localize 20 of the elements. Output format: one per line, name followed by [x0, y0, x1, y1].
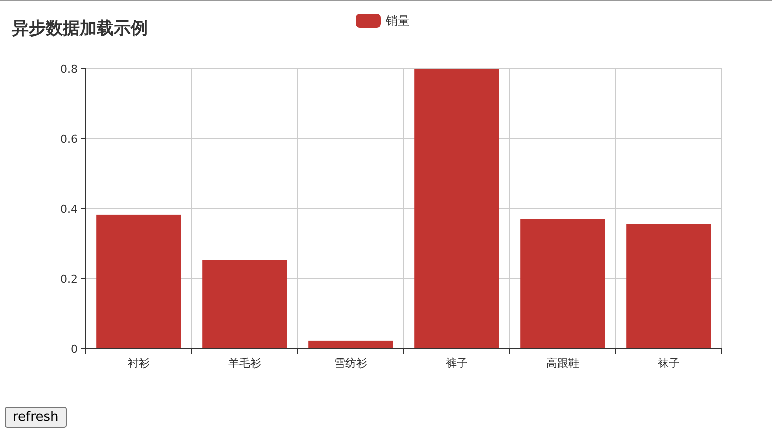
x-tick-label: 高跟鞋 — [546, 357, 580, 370]
x-tick-label: 衬衫 — [128, 357, 150, 370]
x-tick-label: 裤子 — [446, 357, 468, 370]
bar — [202, 260, 288, 349]
y-tick-label: 0.2 — [60, 272, 78, 286]
bar — [308, 340, 394, 349]
refresh-button: refresh — [5, 407, 67, 428]
legend-label: 销量 — [385, 14, 410, 28]
x-tick-label: 袜子 — [658, 357, 680, 370]
bar — [414, 69, 500, 349]
bar — [626, 224, 712, 349]
y-tick-label: 0.6 — [60, 132, 78, 146]
y-tick-label: 0 — [71, 342, 78, 356]
chart-title: 异步数据加载示例 — [11, 19, 148, 39]
bar — [520, 219, 606, 349]
x-tick-label: 羊毛衫 — [228, 357, 262, 370]
y-tick-label: 0.8 — [60, 62, 78, 76]
y-tick-label: 0.4 — [60, 202, 78, 216]
x-tick-label: 雪纺衫 — [334, 357, 368, 370]
bar — [96, 214, 182, 349]
